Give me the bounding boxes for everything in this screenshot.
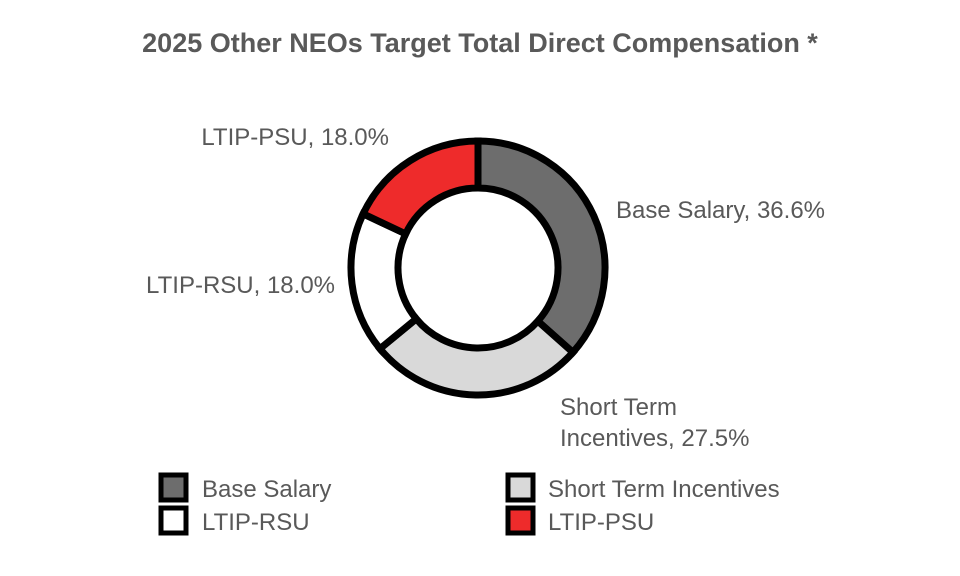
legend-swatch-ltip-psu [505, 505, 536, 536]
legend: Base Salary Short Term Incentives LTIP-R… [158, 472, 780, 536]
chart-title: 2025 Other NEOs Target Total Direct Comp… [142, 28, 818, 58]
data-label-ltip-psu: LTIP-PSU, 18.0% [201, 124, 389, 151]
legend-label-base-salary: Base Salary [202, 476, 331, 503]
legend-swatch-base-salary [158, 472, 189, 503]
data-label-short-term-incentives-line-1: Short Term [560, 394, 677, 421]
slice-base-salary [474, 137, 609, 358]
donut-slices [347, 137, 609, 399]
data-label-short-term-incentives-line-2: Incentives, 27.5% [560, 425, 749, 452]
data-label-base-salary: Base Salary, 36.6% [616, 197, 825, 224]
legend-swatch-ltip-rsu [158, 505, 189, 536]
legend-swatch-short-term-incentives [505, 472, 536, 503]
legend-label-short-term-incentives: Short Term Incentives [548, 476, 780, 503]
slice-ltip-psu [358, 137, 482, 239]
legend-label-ltip-rsu: LTIP-RSU [202, 509, 310, 536]
data-label-ltip-rsu: LTIP-RSU, 18.0% [146, 272, 335, 299]
slice-short-term-incentives [375, 313, 578, 399]
legend-label-ltip-psu: LTIP-PSU [548, 509, 654, 536]
